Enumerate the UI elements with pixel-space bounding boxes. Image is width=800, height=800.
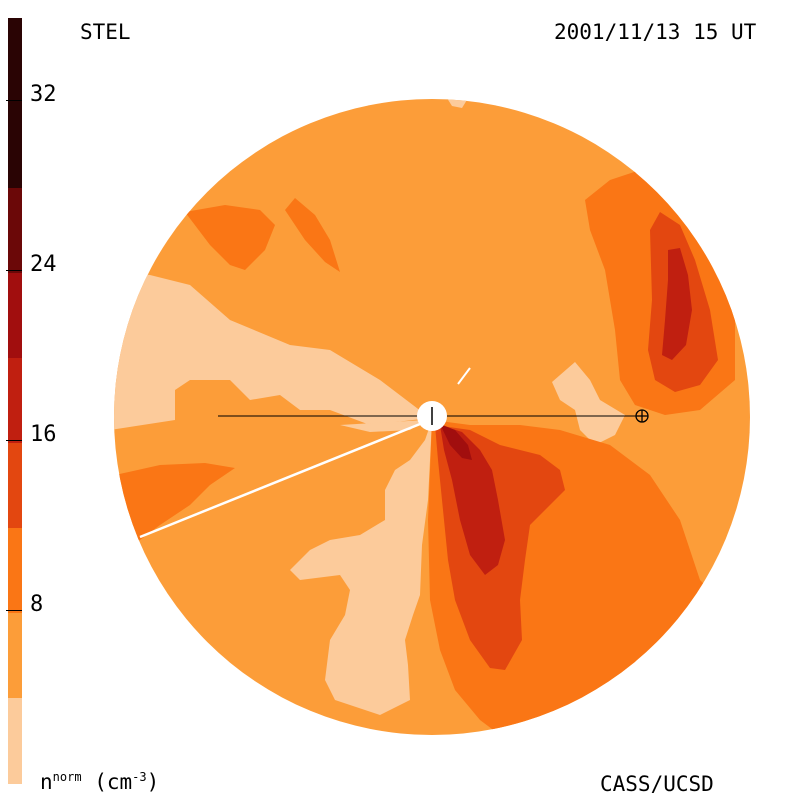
scale-tick [6, 440, 22, 441]
scale-label-16: 16 [30, 422, 57, 447]
band-32-plus [8, 18, 22, 188]
color-scale-bands [8, 18, 22, 784]
unit-superscript: -3 [132, 770, 147, 784]
band-16 [8, 443, 22, 528]
scale-tick [6, 610, 22, 611]
quantity-base: n [40, 770, 53, 794]
scale-tick [6, 100, 22, 101]
scale-label-8: 8 [30, 592, 44, 617]
data-gap-line-small [457, 367, 471, 385]
quantity-label: nnorm (cm-3) [40, 770, 159, 794]
unit-open: (cm [81, 770, 133, 794]
scale-label-24: 24 [30, 252, 57, 277]
scale-tick [6, 270, 22, 271]
light-slit [340, 420, 425, 432]
red-region-center [440, 425, 505, 575]
timestamp-label: 2001/11/13 15 UT [554, 20, 757, 44]
band-20 [8, 358, 22, 443]
band-28 [8, 188, 22, 273]
instrument-label: STEL [80, 20, 131, 44]
orange-region-top-left [185, 205, 275, 270]
light-region-top [445, 99, 470, 108]
credit-label: CASS/UCSD [600, 772, 714, 796]
sun-icon [417, 401, 447, 431]
quantity-superscript: norm [52, 770, 82, 784]
band-4 [8, 698, 22, 784]
earth-icon [635, 409, 649, 423]
light-region-left [114, 270, 430, 430]
light-region-right [552, 362, 625, 445]
band-24 [8, 273, 22, 358]
band-8 [8, 613, 22, 698]
red-region-right [662, 248, 692, 360]
unit-close: ) [146, 770, 160, 794]
data-gap-line [139, 420, 426, 539]
scale-label-32: 32 [30, 82, 57, 107]
light-region-bottom [290, 420, 432, 715]
dark-red-region-center [440, 424, 472, 460]
orange-region-top-middle [285, 198, 340, 272]
orange-region-left [115, 463, 235, 545]
